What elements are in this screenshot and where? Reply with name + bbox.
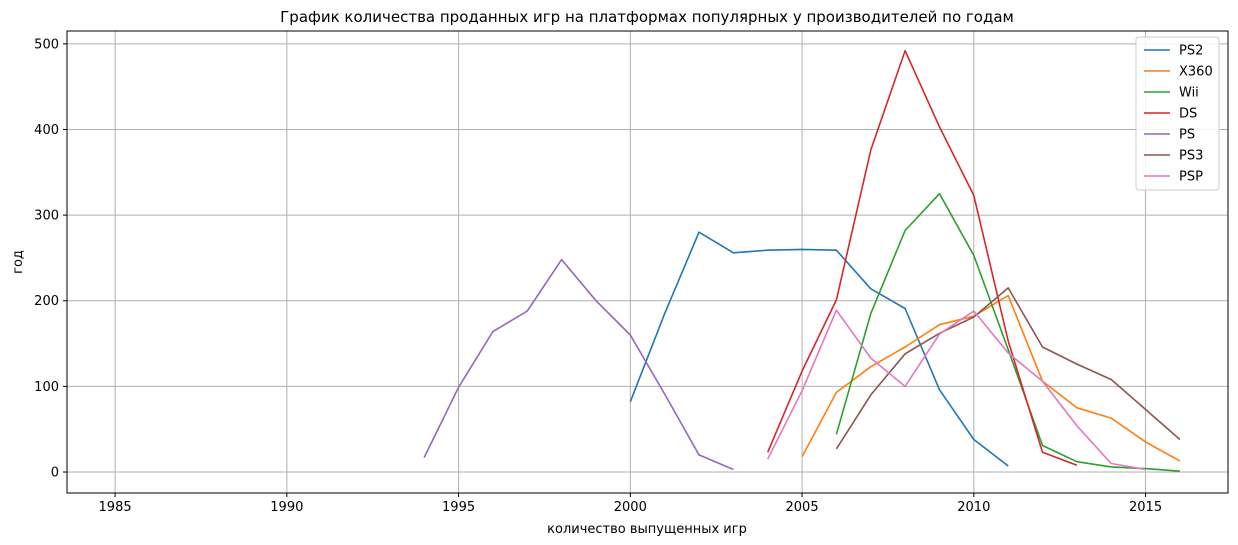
x-tick-label: 2005 [786,500,819,515]
y-tick-label: 400 [34,123,59,138]
chart-title: График количества проданных игр на платф… [280,8,1014,26]
series-line-ps3 [835,287,1181,450]
x-tick-label: 1995 [442,500,475,515]
legend-label: PS2 [1179,44,1203,59]
y-axis: 0 100 200 300 400 500 [34,37,67,481]
legend: PS2 X360 Wii DS PS PS3 PSP [1135,36,1220,191]
series-line-ps2 [629,231,1009,467]
x-axis: 1985 1990 1995 2000 2005 2010 2015 [99,493,1162,515]
x-tick-label: 1990 [270,500,303,515]
series-line-wii [835,192,1180,472]
legend-label: PSP [1179,170,1203,185]
series-line-ds [766,49,1078,466]
x-tick-label: 2000 [614,500,647,515]
series-line-x360 [801,294,1181,462]
legend-label: DS [1179,107,1197,122]
y-tick-label: 500 [34,37,59,52]
legend-box [1135,36,1220,191]
y-tick-label: 300 [34,209,59,224]
y-tick-label: 0 [51,466,59,481]
grid-lines [67,31,1228,493]
series-line-psp [766,309,1146,471]
y-tick-label: 100 [34,380,59,395]
series-layer [423,49,1181,472]
x-tick-label: 2015 [1129,500,1162,515]
y-tick-label: 200 [34,294,59,309]
legend-label: Wii [1179,86,1199,101]
legend-label: PS3 [1179,149,1203,164]
series-line-ps [423,258,734,471]
x-tick-label: 2010 [957,500,990,515]
x-axis-title: количество выпущенных игр [547,522,747,537]
legend-label: PS [1179,128,1195,143]
y-axis-title: год [11,250,26,274]
x-tick-label: 1985 [99,500,132,515]
plot-frame [66,30,1229,494]
legend-label: X360 [1179,65,1213,80]
